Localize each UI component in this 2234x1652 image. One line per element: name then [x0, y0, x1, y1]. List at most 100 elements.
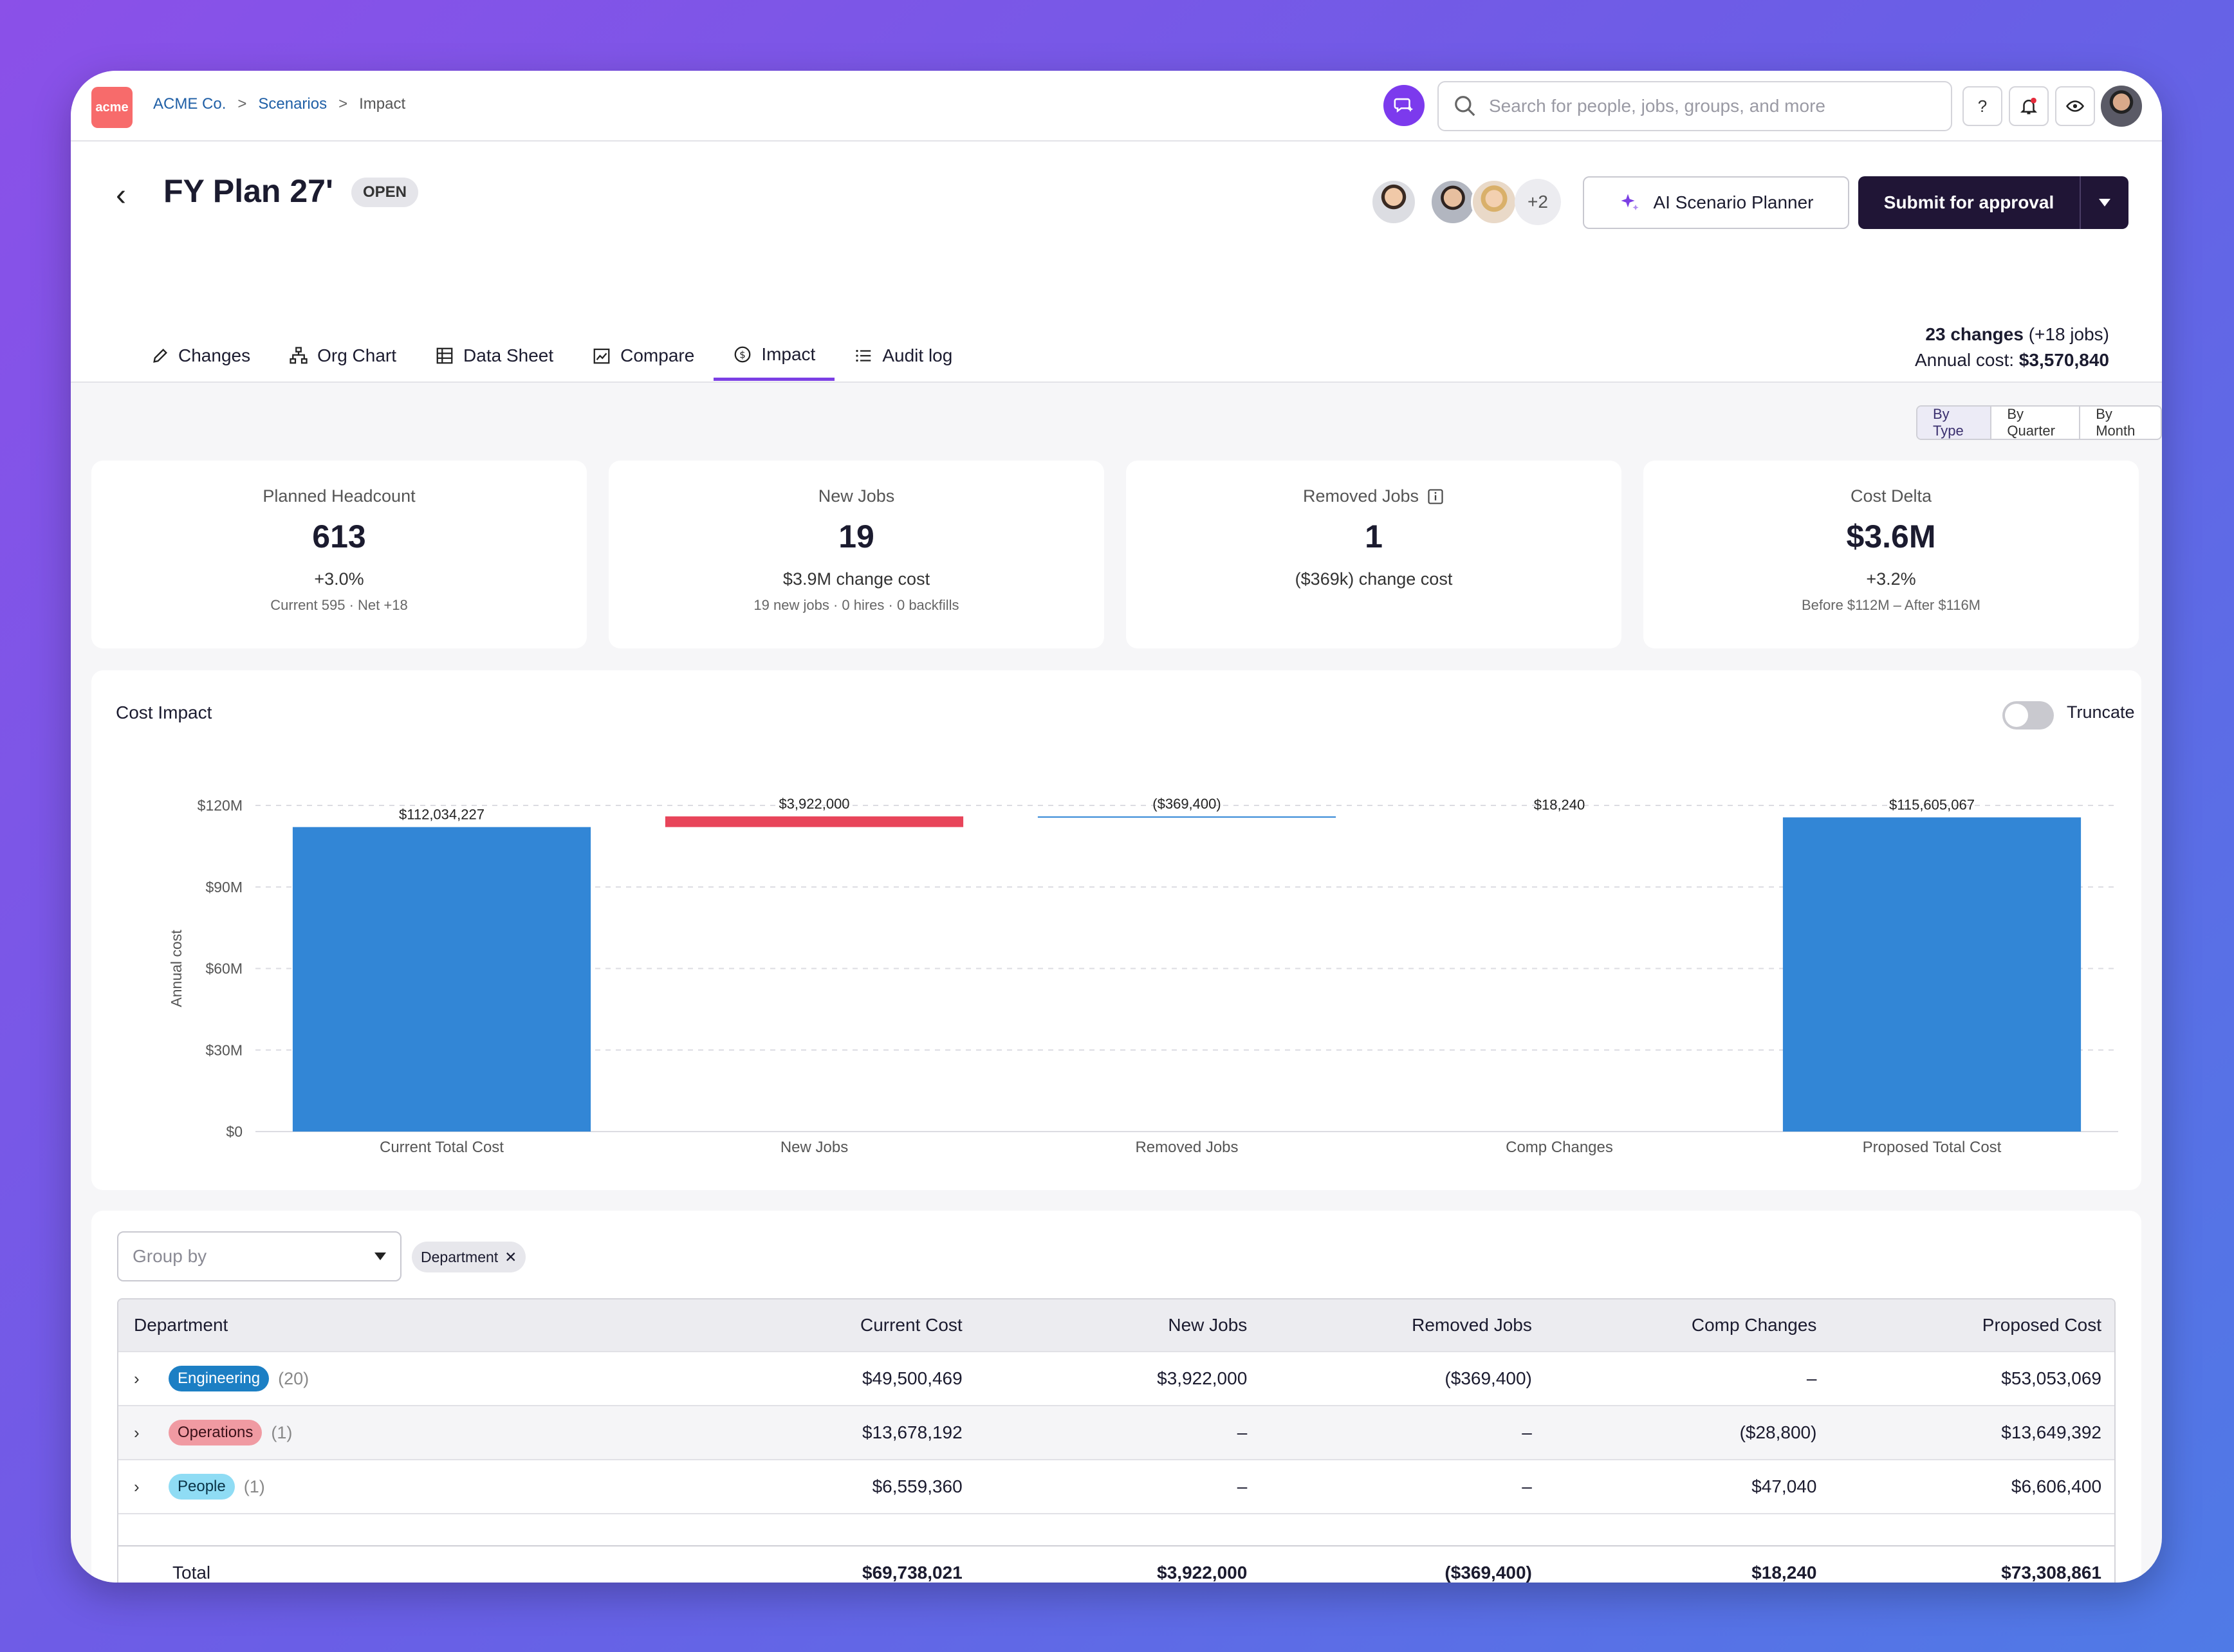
tab-data-sheet[interactable]: Data Sheet: [416, 331, 573, 381]
card-label: Planned Headcount: [263, 486, 416, 506]
total-label: Total: [172, 1563, 211, 1583]
toggle-by-month[interactable]: By Month: [2096, 406, 2136, 439]
toggle-by-type[interactable]: By Type: [1917, 407, 1992, 439]
x-tick-label: New Jobs: [780, 1139, 848, 1156]
submit-for-approval-button[interactable]: Submit for approval: [1858, 176, 2128, 229]
search-box[interactable]: [1437, 81, 1952, 131]
app-window: acme ACME Co. > Scenarios > Impact ?: [71, 71, 2162, 1583]
new-jobs-cost: $3,922,000: [1157, 1368, 1248, 1388]
column-header[interactable]: New Jobs: [1168, 1315, 1248, 1335]
data-label: $3,922,000: [779, 796, 849, 812]
more-collaborators[interactable]: +2: [1515, 179, 1561, 225]
notifications-button[interactable]: [2009, 86, 2049, 126]
removed-jobs-cost: –: [1522, 1422, 1532, 1442]
tab-compare[interactable]: Compare: [573, 331, 714, 381]
department-tag: Operations: [169, 1420, 263, 1446]
caret-down-icon: [2099, 199, 2110, 206]
card-label: Removed Jobs: [1302, 486, 1419, 506]
collaborator-avatar[interactable]: [1471, 179, 1517, 225]
compare-icon: [593, 348, 610, 364]
card-value: $3.6M: [1846, 519, 1936, 555]
department-cell: › People (1): [118, 1474, 690, 1500]
collaborators[interactable]: +2: [1371, 179, 1561, 225]
waterfall-chart: $0 $30M $60M $90M $120M Annual cost $112,034,2…: [168, 796, 2118, 1156]
submit-options-dropdown[interactable]: [2080, 176, 2128, 229]
column-header[interactable]: Comp Changes: [1691, 1315, 1817, 1335]
y-tick-label: $90M: [205, 879, 243, 895]
org-chart-icon: [290, 347, 308, 364]
total-comp-changes: $18,240: [1751, 1563, 1817, 1583]
collaborator-avatar[interactable]: [1430, 179, 1476, 225]
card-removed-jobs: Removed Jobs 1 ($369k) change cost: [1126, 461, 1621, 648]
close-icon[interactable]: ✕: [504, 1248, 517, 1265]
card-value: 613: [312, 519, 366, 555]
bar-proposed-total-cost: [1782, 817, 2082, 1132]
top-bar: acme ACME Co. > Scenarios > Impact ?: [71, 71, 2162, 142]
search-icon: [1455, 96, 1475, 116]
back-arrow-icon[interactable]: ‹: [116, 178, 126, 212]
sparkle-chat-icon: [1394, 98, 1414, 113]
breadcrumb-separator: >: [237, 95, 247, 113]
x-tick-label: Comp Changes: [1506, 1139, 1613, 1156]
tab-impact[interactable]: $ Impact: [714, 331, 835, 381]
tab-changes[interactable]: Changes: [132, 331, 270, 381]
department-table-panel: Group by Department ✕ Department Current…: [91, 1211, 2141, 1583]
user-avatar[interactable]: [2099, 84, 2144, 129]
removed-jobs-cost: ($369,400): [1445, 1368, 1532, 1388]
chevron-right-icon[interactable]: ›: [134, 1422, 140, 1442]
tab-audit-log[interactable]: Audit log: [835, 331, 972, 381]
toggle-by-quarter[interactable]: By Quarter: [1991, 407, 2081, 439]
table-row[interactable]: › Engineering (20) $49,500,469 $3,922,00…: [118, 1352, 2114, 1406]
column-header[interactable]: Department: [134, 1315, 228, 1335]
jobs-count: (+18 jobs): [2028, 324, 2109, 344]
card-new-jobs: New Jobs 19 $3.9M change cost 19 new job…: [609, 461, 1104, 648]
table-row[interactable]: › Operations (1) $13,678,192 – – ($28,80…: [118, 1406, 2114, 1460]
y-tick-label: $0: [226, 1123, 243, 1140]
headcount: (1): [243, 1476, 265, 1496]
data-label: $115,605,067: [1889, 797, 1975, 813]
column-header[interactable]: Removed Jobs: [1412, 1315, 1532, 1335]
total-proposed-cost: $73,308,861: [2001, 1563, 2101, 1583]
breadcrumb-scenarios[interactable]: Scenarios: [258, 95, 328, 113]
ai-scenario-planner-button[interactable]: AI Scenario Planner: [1583, 176, 1849, 229]
column-header[interactable]: Current Cost: [860, 1315, 963, 1335]
help-icon: ?: [1977, 96, 1988, 116]
y-tick-label: $120M: [198, 797, 243, 814]
help-button[interactable]: ?: [1962, 86, 2002, 126]
table-icon: [436, 347, 453, 364]
tab-org-chart[interactable]: Org Chart: [270, 331, 416, 381]
column-header[interactable]: Proposed Cost: [1982, 1315, 2102, 1335]
breadcrumb: ACME Co. > Scenarios > Impact: [153, 95, 405, 113]
ai-assistant-button[interactable]: [1383, 85, 1425, 126]
card-label-row: Removed Jobs: [1126, 486, 1621, 506]
truncate-toggle[interactable]: [2002, 701, 2054, 730]
proposed-cost: $6,606,400: [2011, 1476, 2102, 1496]
x-tick-label: Proposed Total Cost: [1863, 1139, 2002, 1156]
current-cost: $49,500,469: [862, 1368, 963, 1388]
submit-label: Submit for approval: [1883, 192, 2054, 212]
search-input[interactable]: [1489, 96, 1926, 116]
table-row[interactable]: › People (1) $6,559,360 – – $47,040 $6,6…: [118, 1460, 2114, 1514]
card-sub: +3.0%: [314, 569, 364, 589]
department-cell: › Engineering (20): [118, 1366, 690, 1391]
chip-label: Department: [421, 1248, 499, 1265]
chevron-right-icon[interactable]: ›: [134, 1368, 140, 1388]
group-by-select[interactable]: Group by: [117, 1231, 402, 1281]
scenario-header: ‹ FY Plan 27' OPEN +2 AI Scenario Planne…: [71, 142, 2162, 383]
department-chip[interactable]: Department ✕: [412, 1242, 526, 1272]
card-detail: Current 595 · Net +18: [270, 597, 408, 613]
x-tick-label: Current Total Cost: [380, 1139, 504, 1156]
department-tag: Engineering: [169, 1366, 270, 1391]
new-jobs-cost: –: [1237, 1476, 1248, 1496]
card-sub: $3.9M change cost: [782, 569, 930, 589]
breadcrumb-org[interactable]: ACME Co.: [153, 95, 226, 113]
info-icon[interactable]: [1426, 488, 1445, 506]
list-icon: [856, 349, 871, 362]
dollar-icon: $: [734, 346, 751, 362]
acme-logo[interactable]: acme: [91, 87, 133, 128]
collaborator-avatar[interactable]: [1371, 179, 1417, 225]
y-tick-label: $60M: [205, 960, 243, 977]
view-as-button[interactable]: [2055, 86, 2095, 126]
comp-changes-cost: –: [1806, 1368, 1817, 1388]
chevron-right-icon[interactable]: ›: [134, 1476, 140, 1496]
